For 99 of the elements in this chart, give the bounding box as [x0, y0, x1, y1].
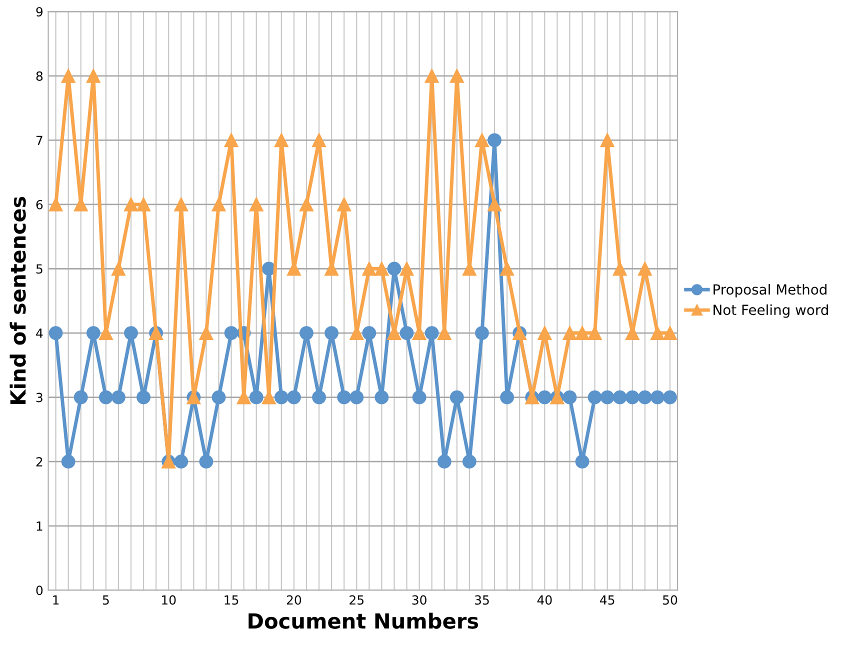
point [312, 390, 326, 404]
point [575, 454, 590, 469]
point [224, 326, 238, 340]
point [249, 198, 264, 212]
point [61, 68, 76, 83]
point [274, 390, 288, 404]
y-tick-label: 2 [36, 457, 42, 466]
x-tick-label: 20 [286, 595, 302, 605]
point [61, 454, 76, 469]
point [437, 454, 452, 469]
legend-label: Proposal Method [714, 284, 826, 298]
y-tick-label: 5 [36, 264, 42, 274]
point [450, 68, 464, 83]
y-tick-label: 9 [36, 7, 43, 17]
point [424, 326, 439, 340]
y-tick-label: 3 [36, 392, 42, 402]
x-tick-label: 40 [537, 595, 552, 605]
point [412, 390, 426, 404]
point [488, 133, 502, 148]
point [362, 326, 376, 340]
x-tick-label: 15 [224, 595, 238, 605]
point [312, 133, 326, 148]
x-tick-label: 1 [53, 595, 59, 605]
point [538, 326, 552, 340]
point [199, 454, 214, 469]
point [249, 390, 264, 404]
legend-label: Not Feeling word [714, 304, 828, 318]
point [475, 326, 489, 340]
point [98, 390, 113, 404]
y-tick-label: 4 [36, 328, 43, 338]
point [575, 326, 590, 340]
point [424, 68, 439, 83]
point [488, 198, 502, 212]
point [462, 454, 476, 469]
point [337, 198, 352, 212]
point [650, 390, 664, 404]
point [174, 454, 188, 469]
x-tick-label: 25 [350, 595, 364, 605]
point [224, 133, 238, 148]
point [300, 326, 314, 340]
y-tick-label: 0 [36, 586, 43, 596]
point [625, 390, 640, 404]
point [562, 390, 577, 404]
point [337, 390, 352, 404]
point [588, 390, 602, 404]
point [212, 390, 226, 404]
point [374, 262, 389, 276]
point [612, 390, 627, 404]
point [174, 198, 188, 212]
point [112, 262, 126, 276]
point [400, 262, 414, 276]
point [362, 262, 376, 276]
point [374, 390, 389, 404]
point [124, 326, 138, 340]
x-tick-label: 45 [600, 595, 614, 605]
point [562, 326, 577, 340]
point [48, 326, 63, 340]
point [650, 326, 664, 340]
y-axis-title: Kind of sentences [10, 196, 26, 404]
x-tick-label: 5 [102, 595, 109, 605]
point [212, 198, 226, 212]
y-tick-label: 1 [36, 522, 42, 531]
point [124, 198, 138, 212]
x-tick-label: 30 [412, 595, 426, 605]
x-tick-label: 10 [162, 595, 176, 605]
point [136, 198, 150, 212]
y-tick-label: 8 [36, 71, 43, 81]
point [350, 390, 364, 404]
point [48, 198, 63, 212]
x-axis-title: Document Numbers [248, 612, 478, 629]
point [86, 326, 100, 340]
point [287, 390, 301, 404]
y-tick-label: 6 [36, 200, 43, 210]
point [638, 262, 652, 276]
point [600, 390, 614, 404]
point [136, 390, 150, 404]
point [638, 390, 652, 404]
point [74, 390, 88, 404]
point [475, 133, 489, 148]
point [199, 326, 214, 340]
point [663, 326, 677, 340]
point [112, 390, 126, 404]
point [387, 262, 402, 276]
point [500, 262, 514, 276]
point [500, 390, 514, 404]
point [612, 262, 627, 276]
point [400, 326, 414, 340]
point [663, 390, 677, 404]
point [300, 198, 314, 212]
y-tick-label: 7 [36, 136, 42, 145]
point [450, 390, 464, 404]
point [600, 133, 614, 148]
x-tick-label: 35 [474, 595, 489, 605]
point [324, 326, 339, 340]
point [86, 68, 100, 83]
point [588, 326, 602, 340]
x-tick-label: 50 [663, 595, 678, 605]
point [274, 133, 288, 148]
point [538, 390, 552, 404]
